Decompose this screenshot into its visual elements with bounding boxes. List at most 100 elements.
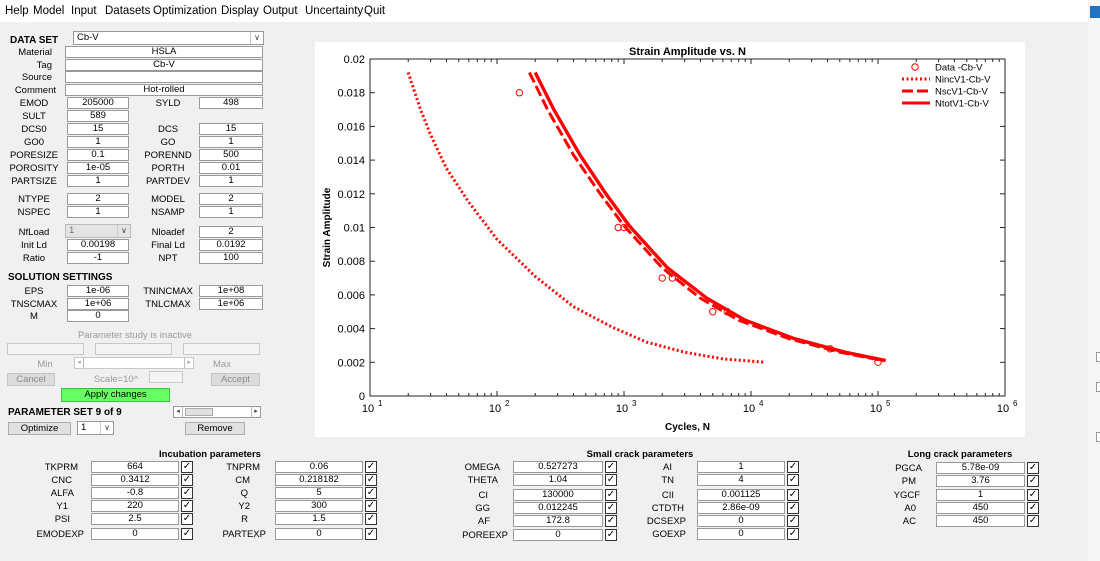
gg-field[interactable]: 0.012245 [513, 502, 603, 514]
paramset-slider[interactable]: ◂ ▸ [173, 406, 261, 418]
paramset-select[interactable]: 1 ∨ [77, 421, 114, 435]
ci-field[interactable]: 130000 [513, 489, 603, 501]
poresize-field[interactable]: 0.1 [67, 149, 129, 161]
pgca-checkbox[interactable] [1027, 462, 1039, 474]
optimize-button[interactable]: Optimize [8, 422, 71, 435]
tn-checkbox[interactable] [787, 474, 799, 486]
ac-checkbox[interactable] [1027, 515, 1039, 527]
apply-changes-button[interactable]: Apply changes [61, 388, 170, 402]
r-field[interactable]: 1.5 [275, 513, 363, 525]
tnincmax-field[interactable]: 1e+08 [199, 285, 263, 297]
dcs0-field[interactable]: 15 [67, 123, 129, 135]
poreexp-field[interactable]: 0 [513, 529, 603, 541]
nloadef-field[interactable]: 2 [199, 226, 263, 238]
porennd-field[interactable]: 500 [199, 149, 263, 161]
y1-checkbox[interactable] [181, 500, 193, 512]
partexp-field[interactable]: 0 [275, 528, 363, 540]
ctdth-field[interactable]: 2.86e-09 [697, 502, 785, 514]
alfa-checkbox[interactable] [181, 487, 193, 499]
menu-output[interactable]: Output [263, 5, 298, 17]
pm-checkbox[interactable] [1027, 475, 1039, 487]
ratio-field[interactable]: -1 [67, 252, 129, 264]
partexp-checkbox[interactable] [365, 528, 377, 540]
tnscmax-field[interactable]: 1e+06 [67, 298, 129, 310]
theta-field[interactable]: 1.04 [513, 474, 603, 486]
emod-field[interactable]: 205000 [67, 97, 129, 109]
y2-checkbox[interactable] [365, 500, 377, 512]
dataset-select[interactable]: Cb-V ∨ [73, 31, 264, 45]
ntype-field[interactable]: 2 [67, 193, 129, 205]
menu-display[interactable]: Display [221, 5, 259, 17]
chevron-right-icon[interactable]: ▸ [251, 407, 260, 417]
y2-field[interactable]: 300 [275, 500, 363, 512]
eps-field[interactable]: 1e-06 [67, 285, 129, 297]
slider-thumb[interactable] [185, 408, 213, 416]
remove-button[interactable]: Remove [185, 422, 245, 435]
comment-field[interactable]: Hot-rolled [65, 84, 263, 96]
cii-checkbox[interactable] [787, 489, 799, 501]
goexp-field[interactable]: 0 [697, 528, 785, 540]
pm-field[interactable]: 3.76 [936, 475, 1025, 487]
cii-field[interactable]: 0.001125 [697, 489, 785, 501]
alfa-field[interactable]: -0.8 [91, 487, 179, 499]
goexp-checkbox[interactable] [787, 528, 799, 540]
source-field[interactable] [65, 71, 263, 83]
partdev-field[interactable]: 1 [199, 175, 263, 187]
porosity-field[interactable]: 1e-05 [67, 162, 129, 174]
pgca-field[interactable]: 5.78e-09 [936, 462, 1025, 474]
tn-field[interactable]: 4 [697, 474, 785, 486]
omega-checkbox[interactable] [605, 461, 617, 473]
af-checkbox[interactable] [605, 515, 617, 527]
material-field[interactable]: HSLA [65, 46, 263, 58]
dcsexp-checkbox[interactable] [787, 515, 799, 527]
emodexp-field[interactable]: 0 [91, 528, 179, 540]
omega-field[interactable]: 0.527273 [513, 461, 603, 473]
nsamp-field[interactable]: 1 [199, 206, 263, 218]
menu-quit[interactable]: Quit [364, 5, 386, 17]
nspec-field[interactable]: 1 [67, 206, 129, 218]
cnc-field[interactable]: 0.3412 [91, 474, 179, 486]
cm-field[interactable]: 0.218182 [275, 474, 363, 486]
psi-field[interactable]: 2.5 [91, 513, 179, 525]
dcsexp-field[interactable]: 0 [697, 515, 785, 527]
finalld-field[interactable]: 0.0192 [199, 239, 263, 251]
porth-field[interactable]: 0.01 [199, 162, 263, 174]
initld-field[interactable]: 0.00198 [67, 239, 129, 251]
m-field[interactable]: 0 [67, 310, 129, 322]
menu-model[interactable]: Model [33, 5, 65, 17]
dcs-field[interactable]: 15 [199, 123, 263, 135]
npt-field[interactable]: 100 [199, 252, 263, 264]
q-field[interactable]: 5 [275, 487, 363, 499]
ci-checkbox[interactable] [605, 489, 617, 501]
theta-checkbox[interactable] [605, 474, 617, 486]
partsize-field[interactable]: 1 [67, 175, 129, 187]
ygcf-field[interactable]: 1 [936, 489, 1025, 501]
menu-input[interactable]: Input [71, 5, 97, 17]
af-field[interactable]: 172.8 [513, 515, 603, 527]
go-field[interactable]: 1 [199, 136, 263, 148]
chevron-left-icon[interactable]: ◂ [174, 407, 183, 417]
tkprm-checkbox[interactable] [181, 461, 193, 473]
ctdth-checkbox[interactable] [787, 502, 799, 514]
q-checkbox[interactable] [365, 487, 377, 499]
menu-uncertainty[interactable]: Uncertainty [305, 5, 364, 17]
tag-field[interactable]: Cb-V [65, 59, 263, 71]
a0-field[interactable]: 450 [936, 502, 1025, 514]
psi-checkbox[interactable] [181, 513, 193, 525]
syld-field[interactable]: 498 [199, 97, 263, 109]
menu-optimization[interactable]: Optimization [153, 5, 217, 17]
tnprm-checkbox[interactable] [365, 461, 377, 473]
tnlcmax-field[interactable]: 1e+06 [199, 298, 263, 310]
emodexp-checkbox[interactable] [181, 528, 193, 540]
gg-checkbox[interactable] [605, 502, 617, 514]
ai-checkbox[interactable] [787, 461, 799, 473]
ai-field[interactable]: 1 [697, 461, 785, 473]
menu-datasets[interactable]: Datasets [105, 5, 151, 17]
model-field[interactable]: 2 [199, 193, 263, 205]
y1-field[interactable]: 220 [91, 500, 179, 512]
cm-checkbox[interactable] [365, 474, 377, 486]
go0-field[interactable]: 1 [67, 136, 129, 148]
tnprm-field[interactable]: 0.06 [275, 461, 363, 473]
menu-help[interactable]: Help [5, 5, 29, 17]
r-checkbox[interactable] [365, 513, 377, 525]
